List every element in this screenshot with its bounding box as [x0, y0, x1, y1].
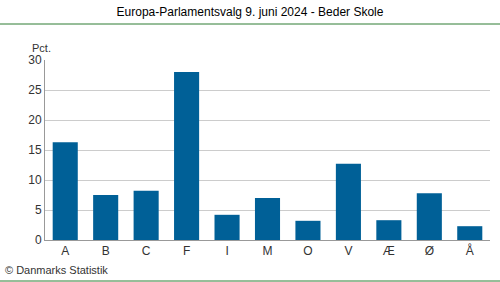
svg-text:V: V	[344, 244, 352, 258]
svg-text:Å: Å	[466, 243, 474, 258]
svg-text:Pct.: Pct.	[32, 42, 51, 54]
svg-text:B: B	[102, 244, 110, 258]
svg-text:Ø: Ø	[425, 244, 434, 258]
svg-text:A: A	[61, 244, 69, 258]
svg-text:0: 0	[35, 233, 42, 247]
svg-text:10: 10	[28, 173, 42, 187]
svg-text:I: I	[225, 244, 228, 258]
svg-text:O: O	[303, 244, 312, 258]
svg-text:20: 20	[28, 113, 42, 127]
svg-text:Europa-Parlamentsvalg 9. juni: Europa-Parlamentsvalg 9. juni 2024 - Bed…	[117, 5, 384, 19]
svg-text:25: 25	[28, 83, 42, 97]
svg-text:M: M	[263, 244, 273, 258]
svg-text:© Danmarks Statistik: © Danmarks Statistik	[5, 264, 108, 276]
svg-text:F: F	[183, 244, 190, 258]
svg-text:C: C	[142, 244, 151, 258]
svg-text:30: 30	[28, 53, 42, 67]
svg-text:Æ: Æ	[383, 244, 395, 258]
svg-text:5: 5	[35, 203, 42, 217]
svg-text:15: 15	[28, 143, 42, 157]
